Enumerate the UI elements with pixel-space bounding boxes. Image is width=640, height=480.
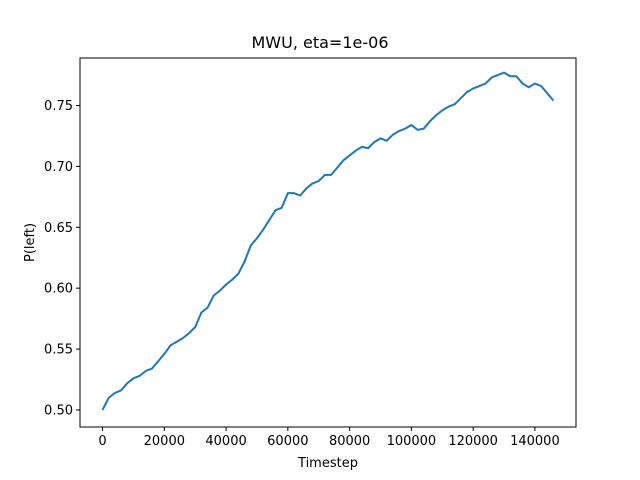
y-tick-label: 0.70 <box>44 160 73 175</box>
plot-area <box>101 71 555 411</box>
x-tick-label: 40000 <box>205 434 246 449</box>
x-axis-label: Timestep <box>297 456 358 471</box>
y-axis: 0.50 0.55 0.60 0.65 0.70 0.75 <box>44 99 80 418</box>
y-axis-label: P(left) <box>23 223 38 262</box>
y-tick-label: 0.60 <box>44 282 73 297</box>
x-axis: 0 20000 40000 60000 80000 100000 120000 140000 <box>98 427 560 449</box>
x-tick-label: 100000 <box>387 434 437 449</box>
y-tick-label: 0.75 <box>44 99 73 114</box>
series-line <box>101 71 555 411</box>
x-tick-label: 60000 <box>267 434 308 449</box>
x-tick-label: 140000 <box>510 434 560 449</box>
y-tick-label: 0.65 <box>44 221 73 236</box>
y-tick-label: 0.55 <box>44 343 73 358</box>
x-tick-label: 120000 <box>448 434 498 449</box>
x-tick-label: 20000 <box>144 434 185 449</box>
chart-title: MWU, eta=1e-06 <box>252 33 389 52</box>
x-tick-label: 0 <box>98 434 106 449</box>
plot-frame <box>79 57 577 428</box>
x-tick-label: 80000 <box>329 434 370 449</box>
y-tick-label: 0.50 <box>44 403 73 418</box>
